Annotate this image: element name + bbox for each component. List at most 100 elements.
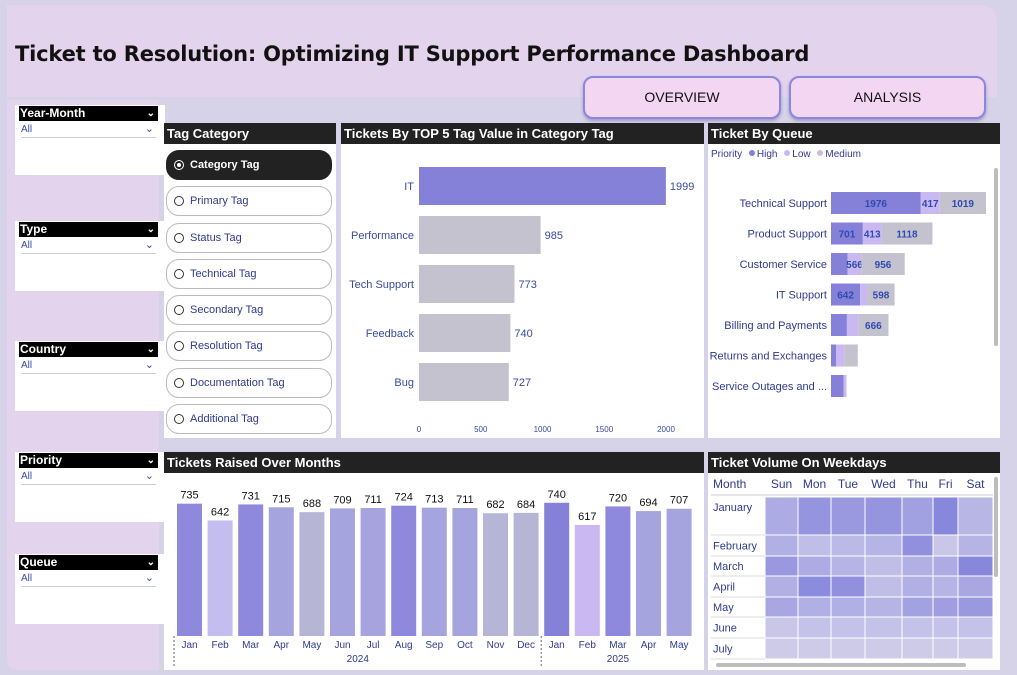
stack-segment	[831, 222, 863, 245]
chevron-down-icon[interactable]: ⌄	[146, 455, 155, 466]
heatmap-cell	[765, 638, 798, 659]
stack-segment	[846, 314, 859, 336]
queue-scrollbar[interactable]	[994, 168, 998, 346]
tag-option-documentation[interactable]: Documentation Tag	[166, 368, 332, 398]
tag-option-status[interactable]: Status Tag	[166, 223, 332, 253]
heatmap-cell	[958, 638, 993, 659]
stack-segment	[835, 344, 845, 367]
top5-chart-panel: IT 1999 Performance 985 Tech Support 773 Feedb…	[341, 144, 704, 438]
month-bar	[177, 503, 202, 636]
heatmap-cell	[765, 535, 798, 556]
stack-segment	[939, 192, 986, 214]
queue-legend: Priority High Low Medium	[711, 149, 861, 160]
queue-stacked-bar-chart: Technical Support 1976 417 1019 Product Supp…	[710, 192, 986, 397]
radio-selected-icon	[174, 160, 184, 170]
filter-sidebar: Year-Month ⌄ All ⌄ Type ⌄ All ⌄ Country ⌄ All…	[7, 100, 165, 670]
heatmap-cell	[798, 535, 831, 556]
slicer-dropdown[interactable]: All ⌄	[21, 123, 156, 138]
months-chart-title: Tickets Raised Over Months	[164, 452, 704, 473]
slicer-year-month[interactable]: Year-Month ⌄ All ⌄	[15, 105, 165, 175]
heatmap-cell	[958, 576, 993, 597]
queue-label: Billing and Payments	[724, 320, 827, 332]
header-banner: Ticket to Resolution: Optimizing IT Supp…	[7, 5, 997, 97]
data-label: 773	[518, 279, 536, 291]
slicer-dropdown[interactable]: All ⌄	[21, 359, 156, 374]
month-value: 688	[303, 498, 321, 510]
heatmap-horizontal-scrollbar[interactable]	[716, 663, 966, 667]
heatmap-cell	[902, 597, 933, 617]
heatmap-cell	[831, 535, 865, 556]
heatmap-cell	[958, 497, 993, 535]
heatmap-cell	[798, 556, 831, 576]
month-value: 682	[486, 499, 504, 511]
month-value: 731	[242, 490, 260, 502]
category-label: Performance	[351, 230, 414, 242]
category-label: Feedback	[366, 328, 415, 340]
weekday-heatmap-panel: Month Sun Mon Tue Wed Thu Fri Sat January Februar…	[708, 473, 1000, 670]
slicer-type[interactable]: Type ⌄ All ⌄	[15, 221, 165, 291]
slicer-priority[interactable]: Priority ⌄ All ⌄	[15, 452, 165, 522]
chevron-down-icon[interactable]: ⌄	[146, 224, 155, 235]
tag-option-label: Technical Tag	[190, 268, 257, 280]
slicer-dropdown[interactable]: All ⌄	[21, 572, 156, 587]
tag-option-resolution[interactable]: Resolution Tag	[166, 331, 332, 361]
chevron-down-icon[interactable]: ⌄	[144, 359, 154, 371]
heatmap-cell	[958, 597, 993, 617]
page-title: Ticket to Resolution: Optimizing IT Supp…	[15, 42, 810, 66]
slicer-label: Year-Month	[20, 106, 86, 120]
heatmap-cell	[933, 535, 958, 556]
heatmap-cell	[933, 638, 958, 659]
heatmap-cell	[831, 576, 865, 597]
tag-option-secondary[interactable]: Secondary Tag	[166, 295, 332, 325]
tag-option-additional[interactable]: Additional Tag	[166, 404, 332, 434]
heatmap-vertical-scrollbar[interactable]	[994, 477, 998, 577]
radio-icon	[174, 269, 184, 279]
legend-title: Priority	[711, 149, 743, 160]
segment-label: 598	[873, 291, 890, 302]
tag-option-label: Category Tag	[190, 159, 260, 171]
heatmap-cell	[958, 617, 993, 638]
legend-low: Low	[792, 149, 811, 160]
queue-label: Product Support	[748, 229, 828, 241]
month-value: 740	[548, 489, 566, 501]
slicer-queue[interactable]: Queue ⌄ All ⌄	[15, 554, 165, 624]
heatmap-cell	[831, 497, 865, 535]
month-label: Aug	[395, 640, 413, 651]
analysis-button[interactable]: ANALYSIS	[789, 76, 986, 119]
month-label: Oct	[457, 640, 473, 651]
chevron-down-icon[interactable]: ⌄	[144, 572, 154, 584]
queue-chart-panel: Priority High Low Medium Technical Suppo…	[708, 144, 1000, 438]
chevron-down-icon[interactable]: ⌄	[144, 239, 154, 251]
segment-label: 417	[922, 199, 939, 210]
tag-option-category[interactable]: Category Tag	[166, 150, 332, 180]
heatmap-col-label: Sun	[771, 477, 792, 491]
tag-option-primary[interactable]: Primary Tag	[166, 186, 332, 216]
chevron-down-icon[interactable]: ⌄	[144, 123, 154, 135]
slicer-value: All	[21, 240, 33, 251]
chevron-down-icon[interactable]: ⌄	[146, 557, 155, 568]
heatmap-cell	[831, 638, 865, 659]
heatmap-row-label: April	[713, 582, 735, 594]
month-bar	[452, 508, 478, 636]
overview-button[interactable]: OVERVIEW	[583, 76, 781, 119]
slicer-dropdown[interactable]: All ⌄	[21, 239, 156, 254]
stack-segment	[831, 253, 848, 275]
weekday-heatmap: Month Sun Mon Tue Wed Thu Fri Sat January Februar…	[711, 477, 993, 660]
heatmap-cell	[865, 556, 902, 576]
legend-high: High	[756, 149, 778, 160]
slicer-country[interactable]: Country ⌄ All ⌄	[15, 341, 165, 411]
chevron-down-icon[interactable]: ⌄	[144, 470, 154, 482]
radio-icon	[174, 305, 184, 315]
tag-option-technical[interactable]: Technical Tag	[166, 259, 332, 289]
month-label: Dec	[517, 640, 535, 651]
heatmap-cell	[865, 497, 902, 535]
chevron-down-icon[interactable]: ⌄	[146, 108, 155, 119]
chevron-down-icon[interactable]: ⌄	[146, 344, 155, 355]
slicer-dropdown[interactable]: All ⌄	[21, 470, 156, 485]
radio-icon	[174, 341, 184, 351]
heatmap-row-header: Month	[713, 477, 746, 491]
month-label: Sep	[425, 640, 443, 651]
stack-segment	[843, 375, 847, 397]
segment-label: 1976	[865, 199, 888, 210]
month-value: 713	[425, 494, 443, 506]
